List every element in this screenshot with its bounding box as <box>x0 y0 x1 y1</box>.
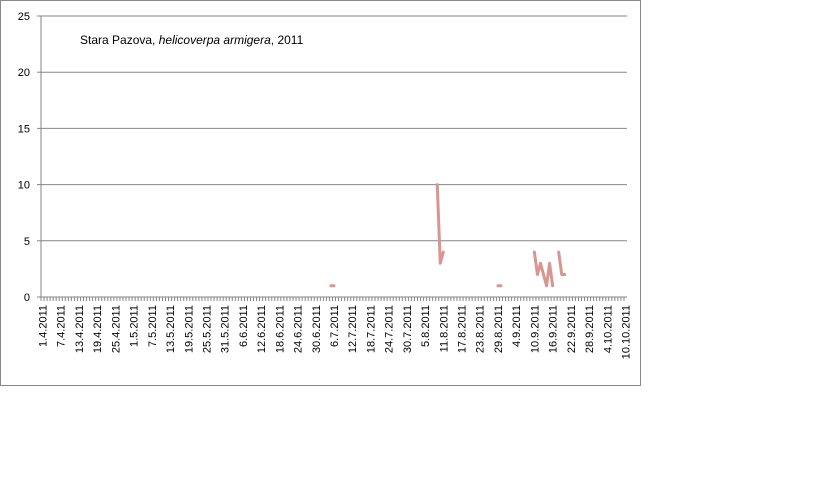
x-tick-label: 24.6.2011 <box>293 305 305 353</box>
y-tick-label: 15 <box>18 123 30 135</box>
x-tick-label: 29.8.2011 <box>493 305 505 353</box>
x-tick-label: 11.8.2011 <box>438 305 450 352</box>
x-tick-label: 1.4.2011 <box>38 305 50 347</box>
x-tick-label: 4.10.2011 <box>602 305 614 353</box>
title-place: Stara Pazova, <box>80 33 155 47</box>
x-tick-label: 24.7.2011 <box>384 305 396 353</box>
x-tick-label: 12.7.2011 <box>347 305 359 353</box>
x-tick-label: 7.5.2011 <box>147 305 159 347</box>
x-tick-label: 13.5.2011 <box>165 305 177 353</box>
x-tick-label: 7.4.2011 <box>56 305 68 347</box>
x-tick-label: 1.5.2011 <box>129 305 141 347</box>
x-tick-label: 25.4.2011 <box>110 305 122 353</box>
x-tick-label: 31.5.2011 <box>220 305 232 353</box>
x-tick-label: 12.6.2011 <box>256 305 268 353</box>
x-tick-label: 18.6.2011 <box>274 305 286 353</box>
x-tick-label: 30.7.2011 <box>402 305 414 353</box>
x-tick-label: 16.9.2011 <box>548 305 560 353</box>
x-tick-label: 6.7.2011 <box>329 305 341 347</box>
x-tick-label: 10.10.2011 <box>620 305 632 359</box>
series-line <box>329 183 567 288</box>
chart-title: Stara Pazova, helicoverpa armigera, 2011 <box>80 33 304 47</box>
x-tick-label: 13.4.2011 <box>74 305 86 353</box>
x-tick-label: 19.4.2011 <box>92 305 104 353</box>
y-tick-label: 0 <box>24 292 30 304</box>
x-tick-label: 30.6.2011 <box>311 305 323 353</box>
x-tick-label: 22.9.2011 <box>566 305 578 353</box>
x-tick-label: 28.9.2011 <box>584 305 596 353</box>
x-tick-label: 5.8.2011 <box>420 305 432 347</box>
title-year: , 2011 <box>271 33 304 47</box>
x-tick-label: 17.8.2011 <box>457 305 469 353</box>
x-tick-label: 4.9.2011 <box>511 305 523 347</box>
title-species: helicoverpa armigera <box>159 33 271 47</box>
chart-frame <box>0 0 641 386</box>
x-tick-label: 18.7.2011 <box>365 305 377 353</box>
x-tick-label: 19.5.2011 <box>183 305 195 353</box>
y-tick-label: 10 <box>18 180 30 192</box>
x-tick-label: 6.6.2011 <box>238 305 250 347</box>
y-tick-label: 25 <box>18 11 30 23</box>
y-tick-label: 20 <box>18 67 30 79</box>
x-tick-label: 10.9.2011 <box>529 305 541 353</box>
x-tick-label: 25.5.2011 <box>201 305 213 353</box>
x-tick-label: 23.8.2011 <box>475 305 487 353</box>
y-tick-label: 5 <box>24 236 30 248</box>
